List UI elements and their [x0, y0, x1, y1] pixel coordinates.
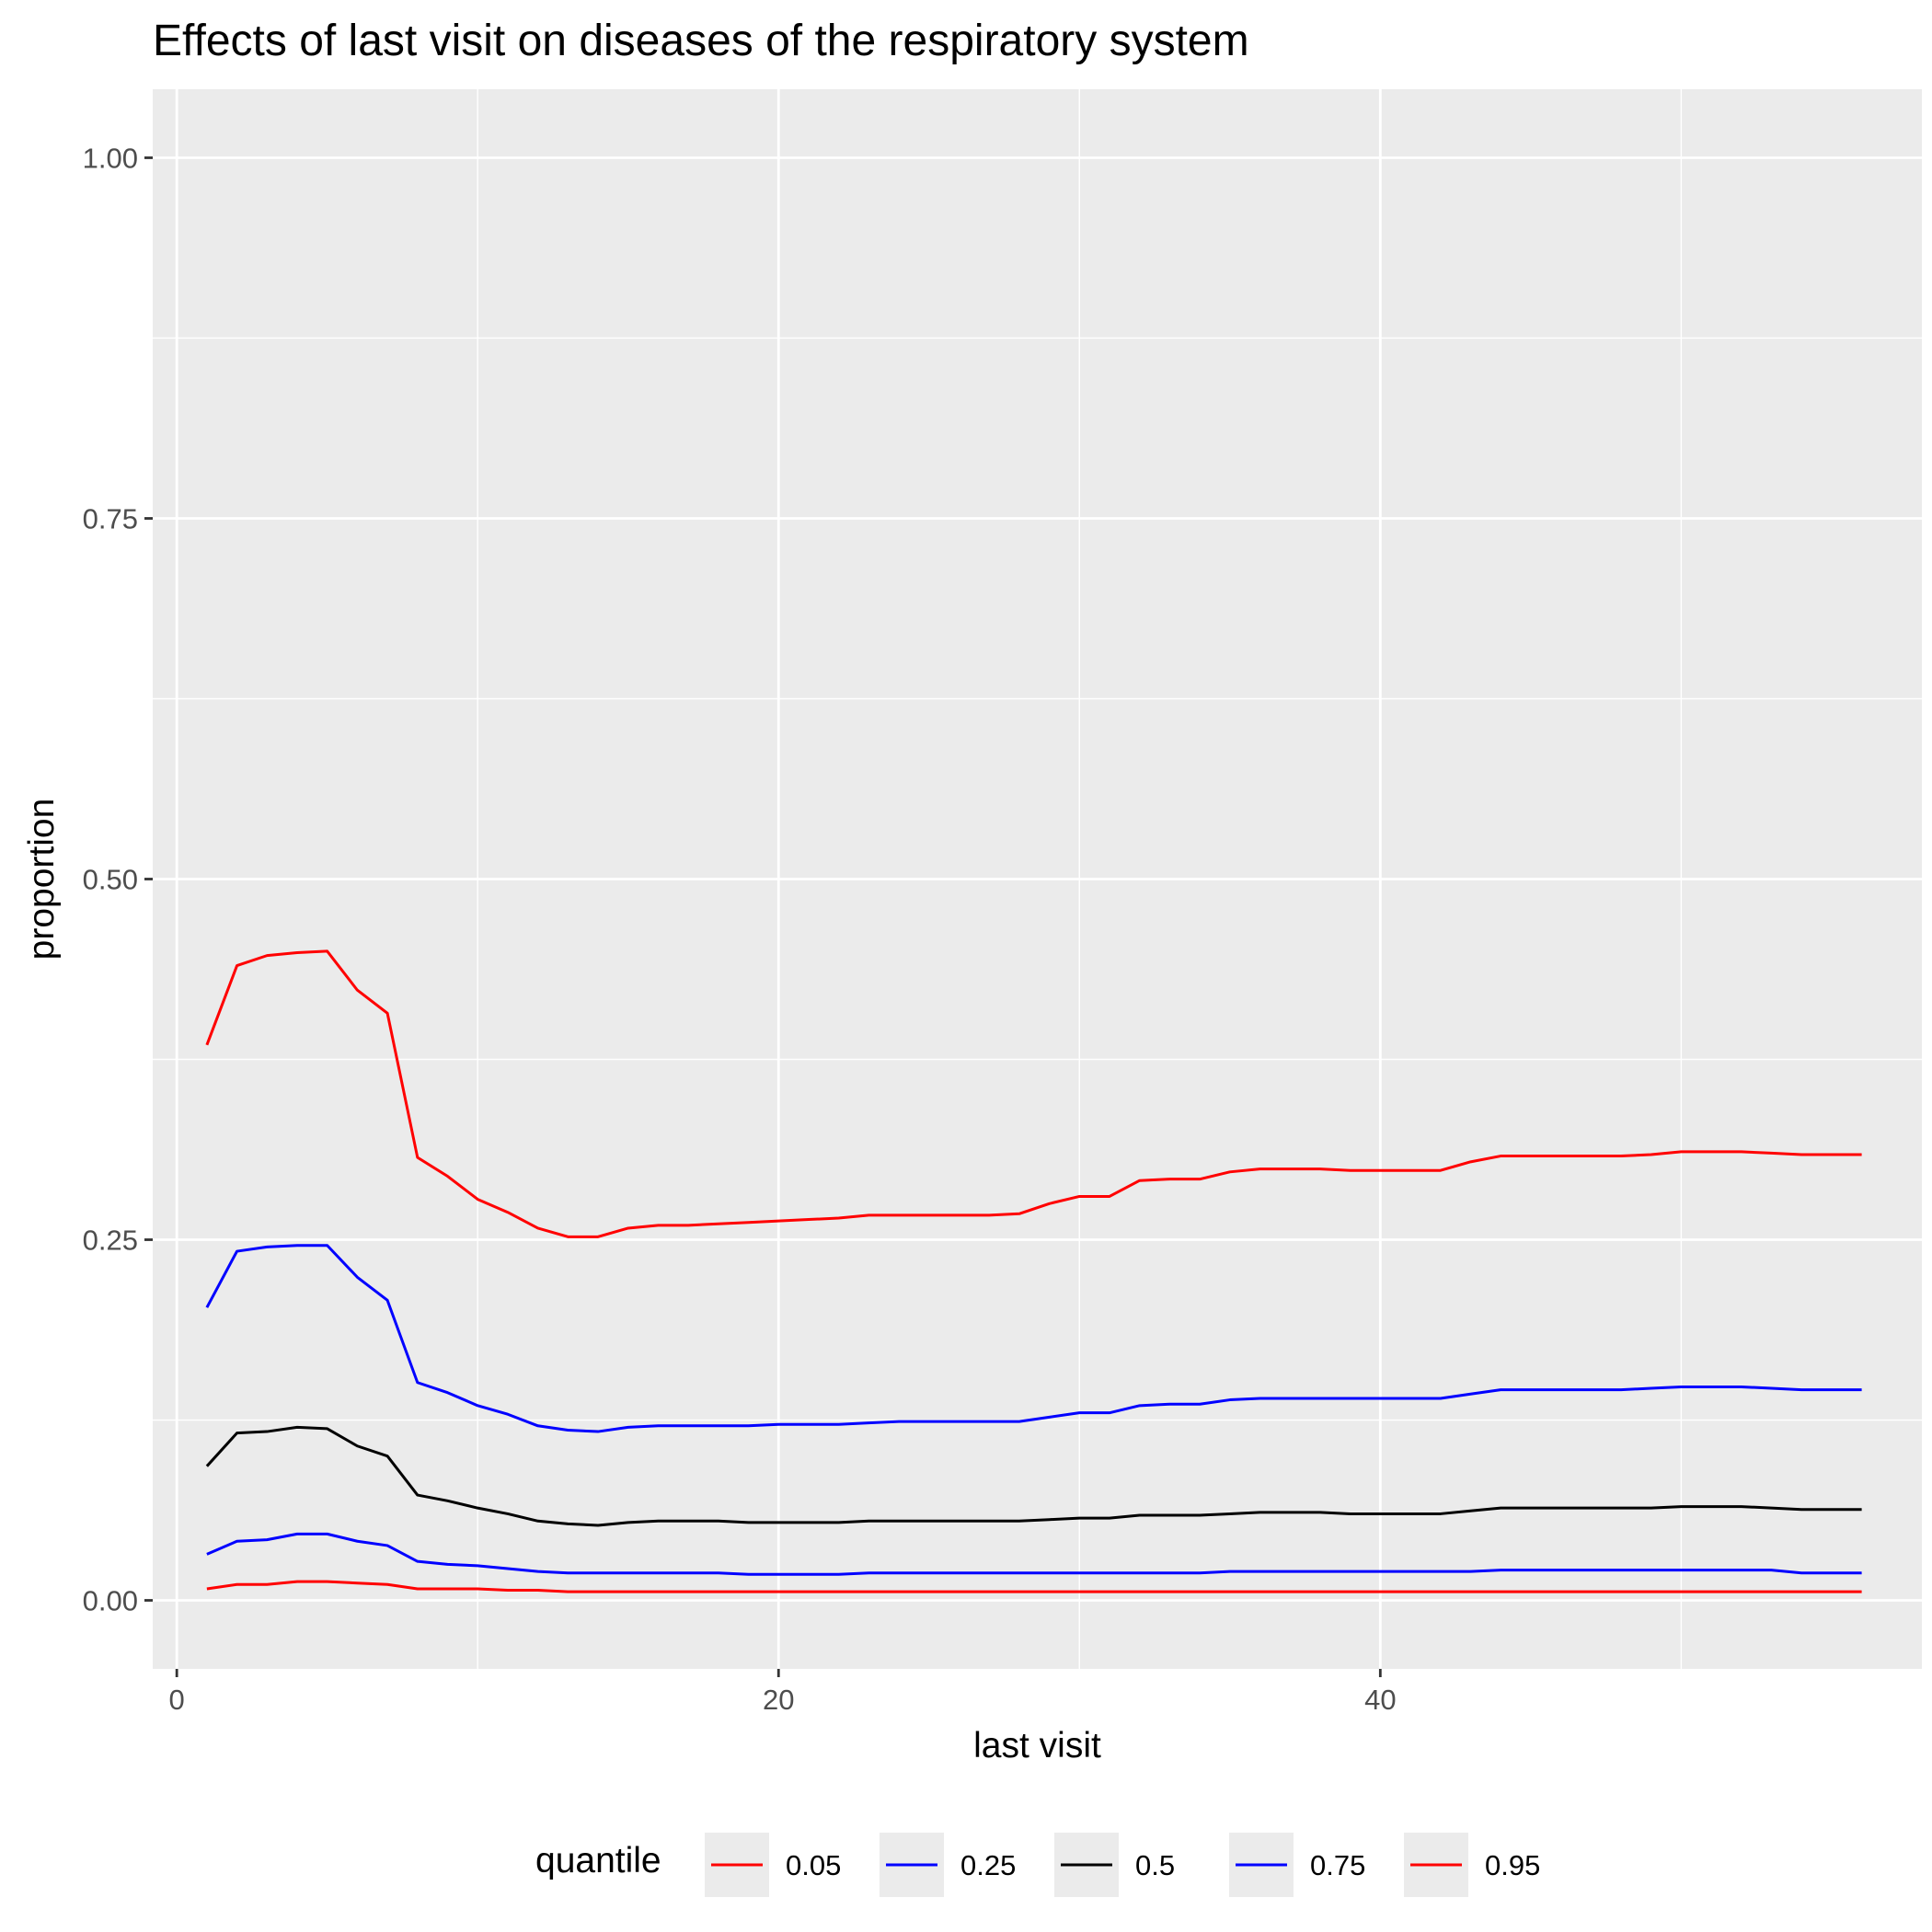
y-tick-label: 0.25 [83, 1225, 138, 1257]
y-tick-label: 0.50 [83, 864, 138, 896]
series-line-0.95 [206, 1580, 1862, 1593]
chart-title: Effects of last visit on diseases of the… [153, 17, 1249, 65]
series-line-0.75 [206, 1532, 1862, 1576]
legend-item-0.05: 0.05 [705, 1833, 841, 1897]
series-line-0.25 [205, 1244, 1862, 1433]
legend-items: 0.05 0.25 0.5 0.75 0.95 [705, 1833, 1540, 1897]
series-lines [205, 949, 1862, 1593]
x-tick-label: 0 [169, 1684, 185, 1716]
legend: quantile 0.05 0.25 0.5 0.75 0.95 [535, 1833, 1540, 1897]
x-tick-label: 40 [1364, 1684, 1396, 1716]
y-tick-label: 1.00 [83, 142, 138, 174]
legend-item-0.5: 0.5 [1054, 1833, 1175, 1897]
y-axis-title: proportion [22, 799, 62, 960]
y-tick-label: 0.75 [83, 502, 138, 535]
y-tick-label: 0.00 [83, 1585, 138, 1617]
grid-major [153, 89, 1922, 1669]
y-axis: 0.00 0.25 0.50 0.75 1.00 [83, 142, 153, 1617]
legend-item-0.75: 0.75 [1229, 1833, 1365, 1897]
legend-title: quantile [535, 1841, 661, 1880]
legend-item-0.25: 0.25 [880, 1833, 1016, 1897]
legend-item-0.95: 0.95 [1404, 1833, 1540, 1897]
series-line-0.05 [205, 949, 1862, 1238]
legend-label: 0.05 [786, 1849, 841, 1881]
x-axis-title: last visit [973, 1726, 1101, 1765]
x-tick-label: 20 [763, 1684, 794, 1716]
legend-label: 0.25 [960, 1849, 1016, 1881]
series-line-0.5 [205, 1425, 1862, 1527]
legend-label: 0.5 [1135, 1849, 1175, 1881]
legend-label: 0.95 [1485, 1849, 1540, 1881]
x-axis: 0 20 40 [169, 1669, 1397, 1716]
legend-label: 0.75 [1310, 1849, 1365, 1881]
